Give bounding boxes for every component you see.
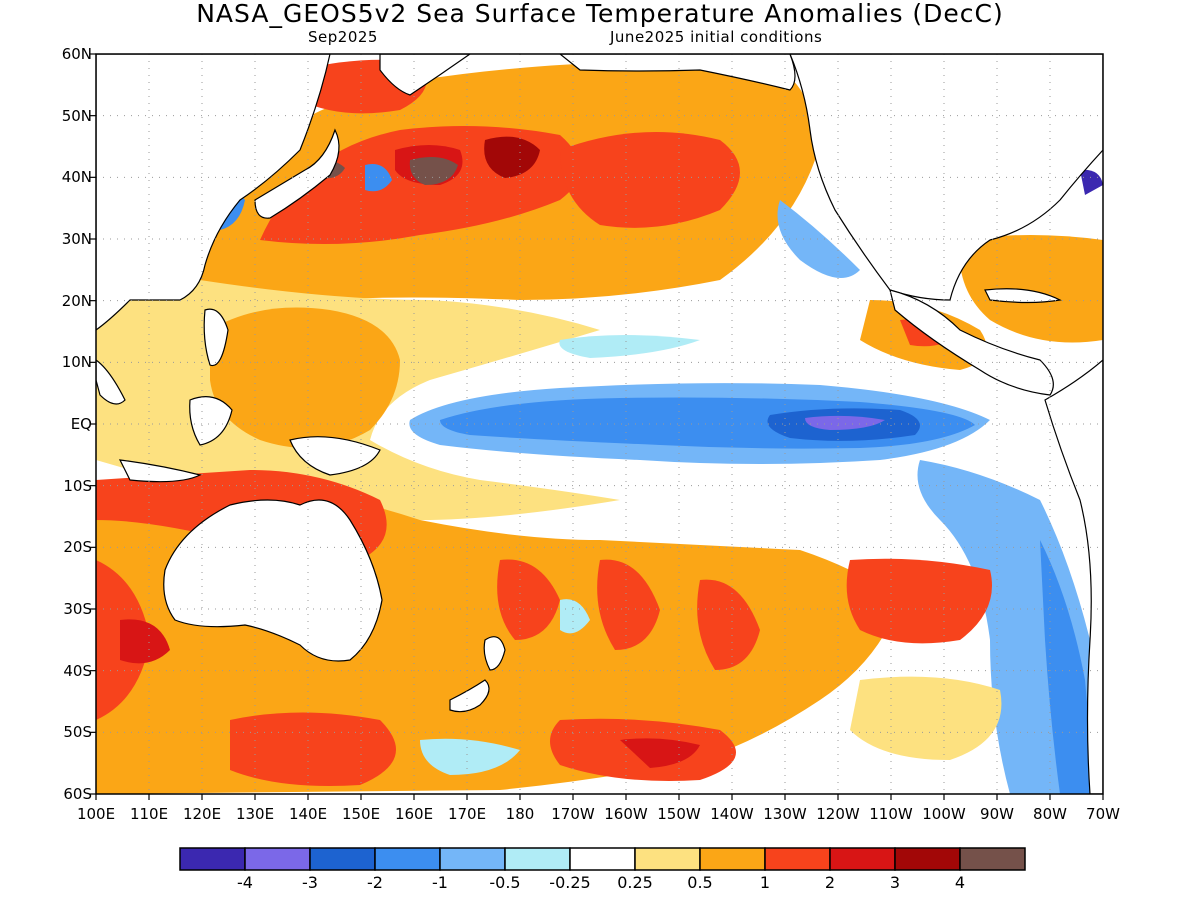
lat-label: 10S: [63, 476, 92, 495]
lon-label: 120W: [816, 805, 860, 823]
lat-label: 60S: [63, 785, 92, 803]
lon-label: 70W: [1086, 805, 1120, 823]
lon-label: 90W: [980, 805, 1014, 823]
lon-label: 130E: [235, 805, 275, 823]
lon-label: 130W: [763, 805, 807, 823]
colorbar-label: -3: [302, 873, 318, 892]
lon-label: 170W: [551, 805, 595, 823]
colorbar-label: 0.5: [687, 873, 713, 892]
axis-ticks: [90, 53, 1104, 800]
coastlines: [96, 54, 1103, 794]
lat-label: 40S: [63, 661, 92, 680]
colorbar-swatch: [829, 847, 896, 871]
lon-label: 110E: [129, 805, 169, 823]
colorbar-label: -0.25: [549, 873, 591, 892]
colorbar-swatch: [439, 847, 506, 871]
lat-label: 30N: [61, 230, 92, 248]
lon-label: 110W: [869, 805, 913, 823]
lon-label: 170E: [447, 805, 487, 823]
lon-label: 160E: [394, 805, 434, 823]
lat-label: 20S: [63, 538, 92, 557]
colorbar-swatch: [179, 847, 246, 871]
lon-label: 140E: [288, 805, 328, 823]
lat-label: 20N: [61, 291, 92, 310]
lon-label: 150W: [657, 805, 701, 823]
lat-label: 30S: [63, 600, 92, 618]
map-title: NASA_GEOS5v2 Sea Surface Temperature Ano…: [196, 0, 1004, 28]
colorbar-swatch: [244, 847, 311, 871]
colorbar-label: 3: [889, 873, 901, 892]
lat-label: 50N: [61, 106, 92, 125]
colorbar-swatch: [699, 847, 766, 871]
lon-label: 120E: [182, 805, 222, 823]
colorbar-label: 4: [954, 873, 966, 892]
lat-label: EQ: [70, 415, 92, 433]
lat-label: 10N: [61, 353, 92, 372]
colorbar-label: -0.5: [489, 873, 521, 892]
colorbar-swatch: [504, 847, 571, 871]
lon-label: 100E: [76, 805, 116, 823]
colorbar-swatch: [764, 847, 831, 871]
lon-label: 140W: [710, 805, 754, 823]
anomaly-field: [96, 54, 1103, 794]
colorbar-label: -4: [237, 873, 253, 892]
lat-label: 50S: [63, 723, 92, 742]
colorbar: [179, 847, 1026, 871]
colorbar-swatch: [959, 847, 1026, 871]
lat-label: 60N: [61, 45, 92, 63]
lat-lon-grid: [96, 54, 1103, 794]
colorbar-swatch: [634, 847, 701, 871]
colorbar-swatch: [569, 847, 636, 871]
colorbar-swatch: [374, 847, 441, 871]
lon-label: 100W: [922, 805, 966, 823]
lat-label: 40N: [61, 168, 92, 187]
lon-label: 160W: [604, 805, 648, 823]
initial-conditions: June2025 initial conditions: [610, 28, 823, 46]
lon-label: 80W: [1033, 805, 1067, 823]
colorbar-swatch: [894, 847, 961, 871]
colorbar-swatch: [309, 847, 376, 871]
colorbar-label: -2: [367, 873, 383, 892]
lon-label: 180: [505, 805, 535, 823]
colorbar-label: 2: [824, 873, 836, 892]
colorbar-label: 0.25: [617, 873, 653, 892]
colorbar-label: -1: [432, 873, 448, 892]
colorbar-label: 1: [759, 873, 771, 892]
lon-label: 150E: [341, 805, 381, 823]
forecast-month: Sep2025: [308, 28, 378, 46]
